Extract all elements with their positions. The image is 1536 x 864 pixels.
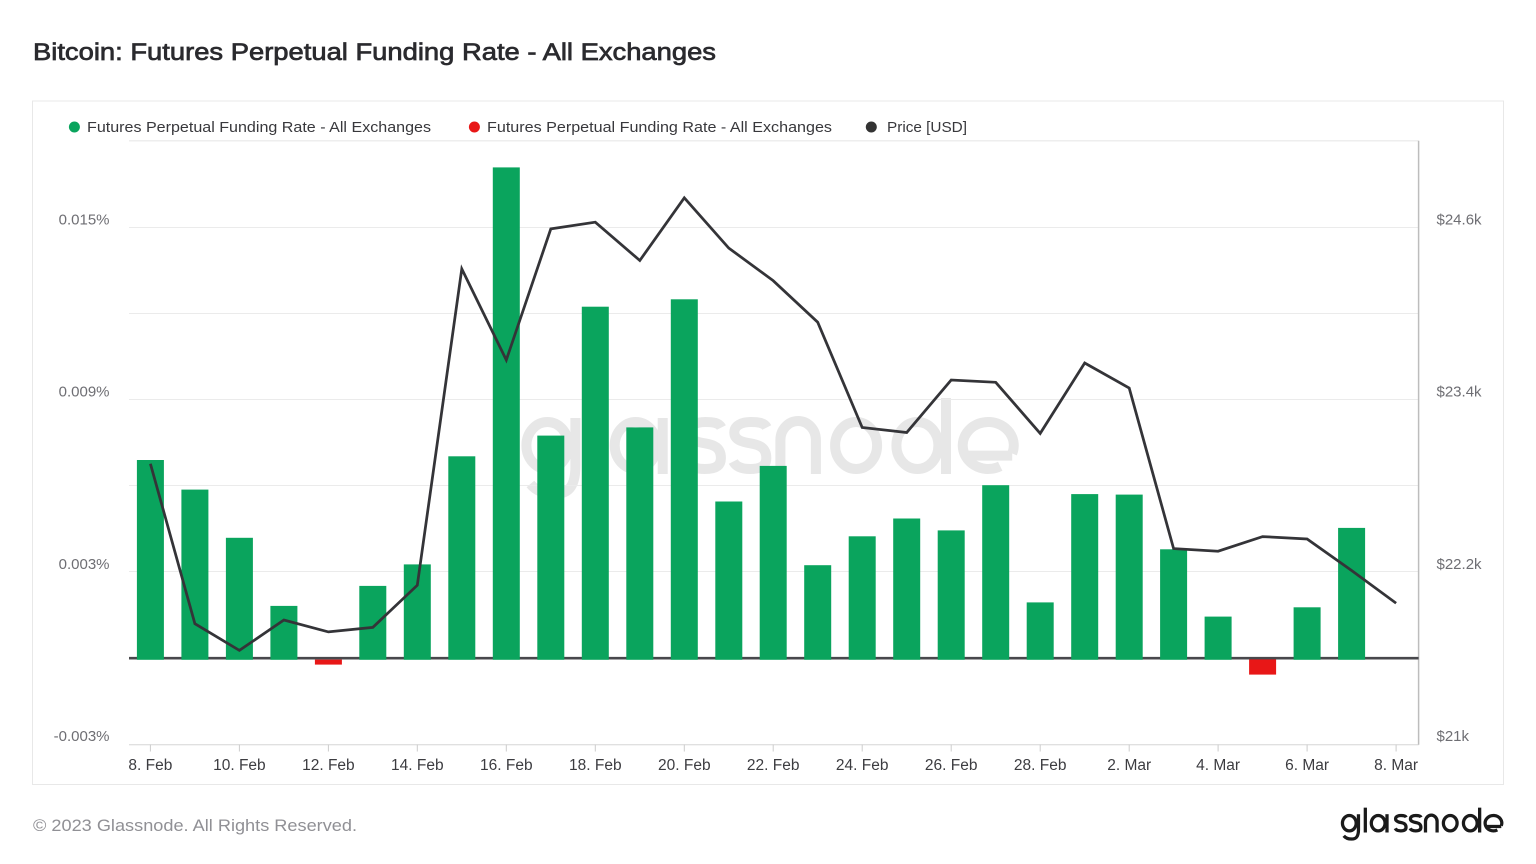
svg-text:2. Mar: 2. Mar bbox=[1107, 757, 1151, 774]
svg-text:6. Mar: 6. Mar bbox=[1285, 757, 1329, 774]
svg-text:8. Feb: 8. Feb bbox=[128, 757, 172, 774]
svg-text:22. Feb: 22. Feb bbox=[747, 757, 800, 774]
svg-text:28. Feb: 28. Feb bbox=[1014, 757, 1067, 774]
svg-text:16. Feb: 16. Feb bbox=[480, 757, 533, 774]
svg-text:$21k: $21k bbox=[1437, 728, 1470, 745]
svg-text:Futures Perpetual Funding Rate: Futures Perpetual Funding Rate - All Exc… bbox=[487, 119, 832, 136]
svg-text:18. Feb: 18. Feb bbox=[569, 757, 622, 774]
svg-text:Futures Perpetual Funding Rate: Futures Perpetual Funding Rate - All Exc… bbox=[87, 119, 431, 136]
svg-text:10. Feb: 10. Feb bbox=[213, 757, 266, 774]
svg-text:Price [USD]: Price [USD] bbox=[887, 119, 967, 136]
svg-text:4. Mar: 4. Mar bbox=[1196, 757, 1240, 774]
svg-text:Bitcoin: Futures Perpetual Fun: Bitcoin: Futures Perpetual Funding Rate … bbox=[33, 39, 716, 66]
svg-text:0.003%: 0.003% bbox=[59, 556, 110, 573]
svg-text:8. Mar: 8. Mar bbox=[1374, 757, 1418, 774]
svg-text:26. Feb: 26. Feb bbox=[925, 757, 978, 774]
svg-text:-0.003%: -0.003% bbox=[54, 728, 110, 745]
svg-text:$23.4k: $23.4k bbox=[1437, 384, 1483, 401]
svg-text:© 2023 Glassnode. All Rights R: © 2023 Glassnode. All Rights Reserved. bbox=[33, 816, 357, 835]
svg-text:12. Feb: 12. Feb bbox=[302, 757, 355, 774]
svg-text:$24.6k: $24.6k bbox=[1437, 211, 1483, 228]
svg-text:14. Feb: 14. Feb bbox=[391, 757, 444, 774]
svg-text:0.009%: 0.009% bbox=[59, 384, 110, 401]
svg-text:$22.2k: $22.2k bbox=[1437, 556, 1483, 573]
svg-text:24. Feb: 24. Feb bbox=[836, 757, 889, 774]
svg-text:0.015%: 0.015% bbox=[59, 211, 110, 228]
svg-text:20. Feb: 20. Feb bbox=[658, 757, 711, 774]
